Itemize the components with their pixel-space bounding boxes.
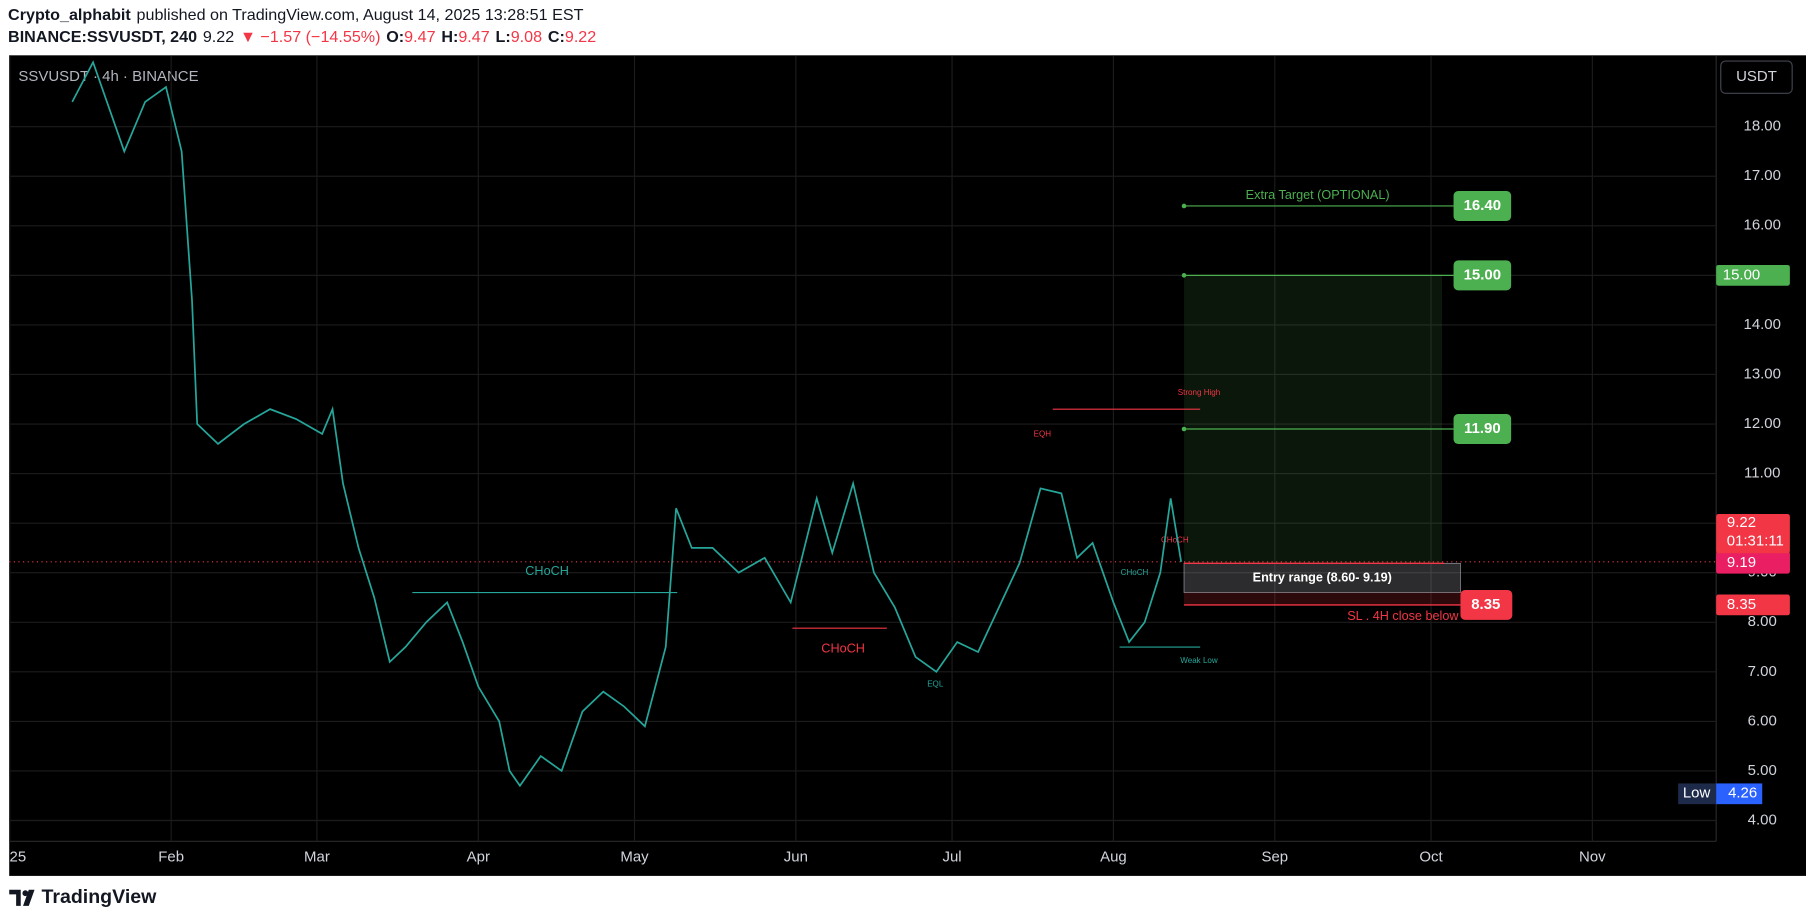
axis-tag-label: 8.35 — [1727, 596, 1756, 613]
chart-area — [9, 55, 1806, 876]
entry-label: Entry range (8.60- 9.19) — [1253, 570, 1392, 584]
target-point — [1181, 203, 1187, 209]
y-tick-label: 14.00 — [1744, 316, 1781, 333]
axis-tag — [1716, 594, 1790, 616]
ohlc-value: 9.22 — [565, 28, 596, 46]
ohlc-key: H: — [441, 28, 458, 46]
y-tick-label: 13.00 — [1744, 365, 1781, 382]
ohlc-value: 9.47 — [404, 28, 435, 46]
target-badge — [1453, 190, 1512, 221]
x-tick-label: Sep — [1261, 848, 1288, 865]
low-tag-text: Low — [1683, 785, 1711, 802]
ohlc-key: L: — [495, 28, 510, 46]
countdown-tag — [1716, 514, 1790, 554]
stop-note: SL . 4H close below — [1347, 609, 1459, 623]
x-tick-label: Nov — [1579, 848, 1606, 865]
target-badge — [1453, 260, 1512, 291]
x-tick-label: Mar — [304, 848, 330, 865]
axis-tag-label: 9.19 — [1727, 554, 1756, 571]
currency-label: USDT — [1736, 68, 1777, 85]
entry-zone — [1183, 562, 1461, 593]
target-point — [1181, 273, 1187, 278]
structure-label: Strong High — [1178, 388, 1220, 397]
x-tick-label: Apr — [467, 848, 490, 865]
y-tick-label: 6.00 — [1748, 712, 1777, 729]
structure-label: CHoCH — [525, 564, 569, 578]
y-tick-label: 11.00 — [1744, 465, 1780, 482]
low-tag-name — [1678, 783, 1717, 805]
ohlc-value: 9.08 — [511, 28, 542, 46]
axis-tag-label: 15.00 — [1723, 266, 1760, 283]
x-tick-label: Oct — [1419, 848, 1443, 865]
y-tick-label: 8.00 — [1748, 613, 1777, 630]
ohlc-value: 9.47 — [458, 28, 489, 46]
axis-tag — [1716, 264, 1790, 286]
x-tick-label: Aug — [1100, 848, 1127, 865]
x-tick-label: May — [620, 848, 649, 865]
axis-tag — [1716, 552, 1790, 574]
low-tag — [1716, 783, 1763, 805]
target-label: 15.00 — [1464, 266, 1501, 283]
structure-label: CHoCH — [821, 641, 865, 655]
y-tick-label: 17.00 — [1744, 167, 1781, 184]
y-tick-label: 4.00 — [1748, 811, 1777, 828]
structure-label: Weak Low — [1180, 656, 1218, 665]
countdown-price: 9.22 — [1727, 514, 1756, 531]
target-label: 16.40 — [1464, 197, 1501, 214]
target-badge — [1453, 414, 1512, 444]
x-tick-label: Feb — [158, 848, 184, 865]
annotation: CHoCH — [1161, 536, 1189, 545]
y-tick-label: 18.00 — [1744, 118, 1781, 135]
annotation: CHoCH — [1121, 568, 1149, 577]
ohlc: O:9.47 H:9.47 L:9.08 C:9.22 — [386, 28, 596, 46]
tradingview-logo: TradingView — [9, 886, 157, 908]
x-tick-label: 25 — [10, 848, 27, 865]
brand: TradingView — [41, 886, 157, 908]
x-tick-label: Jul — [942, 848, 961, 865]
ohlc-key: O: — [386, 28, 404, 46]
ohlc-key: C: — [548, 28, 565, 46]
price-line — [71, 60, 1183, 788]
target-label: 11.90 — [1464, 420, 1501, 437]
chart-legend: SSVUSDT · 4h · BINANCE — [18, 68, 198, 85]
annotation: EQL — [927, 680, 944, 689]
y-tick-label: 12.00 — [1744, 415, 1781, 432]
y-tick-label: 5.00 — [1748, 762, 1777, 779]
target-note: Extra Target (OPTIONAL) — [1246, 188, 1390, 202]
plot: 4.005.006.007.008.009.0010.0011.0012.001… — [9, 55, 1790, 865]
target-point — [1181, 426, 1187, 432]
annotation: EQH — [1034, 430, 1052, 439]
y-tick-label: 16.00 — [1744, 217, 1781, 234]
currency-button[interactable] — [1720, 60, 1793, 94]
profit-zone — [1184, 275, 1443, 564]
publish-line: Crypto_alphabit published on TradingView.… — [8, 6, 584, 24]
risk-zone — [1184, 592, 1461, 605]
countdown: 01:31:11 — [1727, 533, 1784, 550]
stop-badge — [1460, 589, 1513, 620]
x-tick-label: Jun — [784, 848, 808, 865]
y-tick-label: 7.00 — [1748, 663, 1777, 680]
low-tag-label: 4.26 — [1728, 785, 1757, 802]
symbol-line: BINANCE:SSVUSDT, 240 9.22 ▼ −1.57 (−14.55%… — [8, 28, 596, 46]
stop-label: 8.35 — [1471, 596, 1500, 613]
